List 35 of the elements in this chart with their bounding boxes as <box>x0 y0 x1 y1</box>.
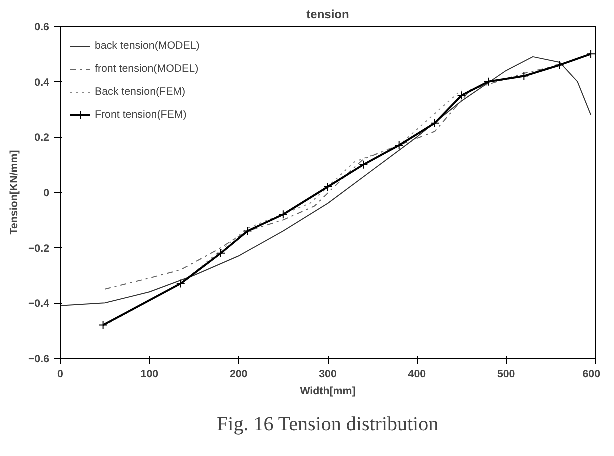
x-tick-label: 600 <box>582 368 601 380</box>
y-tick-label: 0 <box>44 188 50 200</box>
point <box>555 60 564 70</box>
y-tick-label: −0.2 <box>28 242 50 255</box>
point <box>278 210 288 220</box>
y-tick-label: −0.6 <box>28 354 50 366</box>
chart-title: tension <box>306 8 350 22</box>
point <box>520 72 529 81</box>
legend-label: Back tension(FEM) <box>95 86 186 98</box>
y-tick-label: 0.6 <box>34 22 50 34</box>
y-tick-label: 0.2 <box>34 132 50 144</box>
x-tick-label: 200 <box>230 368 248 380</box>
point <box>457 91 466 100</box>
point <box>394 140 404 150</box>
x-tick-label: 100 <box>140 368 159 380</box>
legend-label: back tension(MODEL) <box>95 40 200 52</box>
x-tick-label: 300 <box>319 368 337 380</box>
point <box>586 50 596 59</box>
x-tick-label: 400 <box>408 368 426 380</box>
legend-label: front tension(MODEL) <box>95 63 199 75</box>
y-axis-title: Tension[KN/mm] <box>8 150 20 235</box>
point <box>359 160 368 170</box>
point <box>216 248 226 258</box>
point <box>176 279 186 288</box>
x-tick-label: 0 <box>58 368 64 380</box>
line-series <box>60 56 592 306</box>
x-axis-title: Width[mm] <box>300 386 356 398</box>
y-tick-label: 0.4 <box>34 76 50 89</box>
point <box>98 320 108 330</box>
caption: Fig. 16 Tension distribution <box>217 413 439 436</box>
point <box>243 226 252 236</box>
y-tick-label: −0.4 <box>28 298 50 310</box>
legend-label: Front tension(FEM) <box>95 109 187 121</box>
point <box>430 118 440 128</box>
x-tick-label: 500 <box>497 368 516 380</box>
